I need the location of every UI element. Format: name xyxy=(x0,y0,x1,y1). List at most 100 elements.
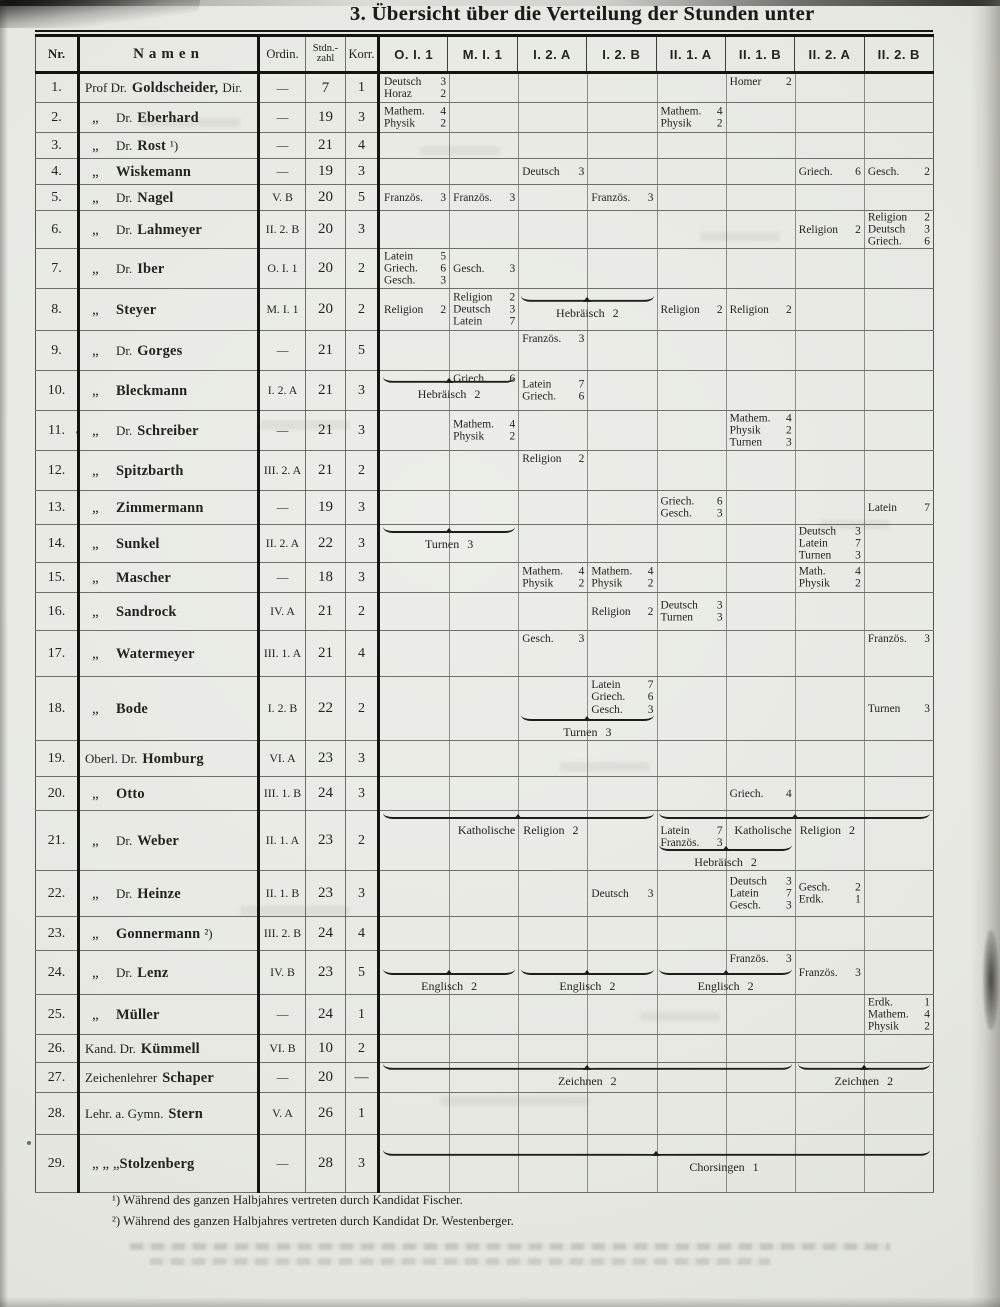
subject-name: Französ. xyxy=(729,953,769,965)
stundenzahl-cell: 21 xyxy=(305,370,346,411)
korrekturen-cell: 3 xyxy=(345,490,380,525)
subject-entry: Erdk. 1 xyxy=(868,996,930,1008)
subject-name: Griech. xyxy=(591,691,626,704)
brace-end-right xyxy=(863,1061,931,1070)
subject-hours: 2 xyxy=(924,165,930,178)
brace-line xyxy=(659,844,792,851)
column-divider xyxy=(794,677,796,740)
column-divider xyxy=(518,103,520,132)
ordinariat-cell: — xyxy=(258,330,306,371)
subject-hours: 2 xyxy=(855,881,861,894)
subject-entry: Gesch. 3 xyxy=(591,704,653,716)
column-divider xyxy=(587,741,589,776)
column-divider xyxy=(587,103,589,132)
teacher-surname: Stern xyxy=(168,1105,203,1122)
column-divider xyxy=(863,249,865,288)
teacher-surname: Sunkel xyxy=(116,535,160,552)
table-row: 14. „ Sunkel II. 2. A 22 3 Deutsch 3 Latein 7 Turn… xyxy=(35,524,934,563)
subject-cell: Griech. 4 xyxy=(726,787,795,799)
class-assignments-cell: Mathem. 4 Physik 2 Mathem. 4 Physik 2 Math. 4 Phys… xyxy=(378,562,934,593)
teacher-name-cell: „ Zimmermann xyxy=(78,490,260,525)
column-divider xyxy=(794,871,796,916)
subject-hours: 3 xyxy=(924,633,930,645)
column-divider xyxy=(518,1135,520,1192)
column-divider xyxy=(863,1063,865,1092)
brace-end-left xyxy=(797,1061,865,1070)
row-number-cell: 8. xyxy=(35,288,80,331)
teacher-surname: Rost xyxy=(137,137,167,154)
korrekturen-cell: 2 xyxy=(345,248,380,289)
subject-name: Gesch. xyxy=(867,165,900,178)
subject-hours: 4 xyxy=(924,1008,930,1021)
table-row: 1. Prof Dr. Goldscheider, Dir. —7 1 Deutsch 3 Ho… xyxy=(35,72,934,103)
brace-line xyxy=(382,812,654,819)
teacher-name-cell: „ Mascher xyxy=(78,562,260,593)
subject-hours: 2 xyxy=(855,223,861,236)
column-divider xyxy=(656,371,658,410)
subject-entry: Mathem. 4 xyxy=(591,565,653,577)
subject-name: Mathem. xyxy=(591,565,633,578)
subject-cell: Gesch. 2 xyxy=(864,165,933,177)
column-divider xyxy=(725,677,727,740)
column-divider xyxy=(449,995,451,1034)
stundenzahl-cell: 23 xyxy=(305,870,346,917)
korrekturen-cell: 3 xyxy=(345,740,380,777)
column-divider xyxy=(863,411,865,450)
column-divider xyxy=(518,411,520,450)
ordinariat-cell: VI. A xyxy=(258,740,306,777)
subject-hours: 6 xyxy=(647,691,654,704)
column-divider xyxy=(656,995,658,1034)
class-grid: Religion 2 Religion 2 Deutsch 3 Griech. 6 xyxy=(380,211,933,248)
class-assignments-cell: Griech. 6 Gesch. 3 Latein 7 xyxy=(378,490,934,525)
brace-end-left xyxy=(382,1061,590,1070)
subject-entry: Deutsch 3 xyxy=(384,76,446,88)
stundenzahl-cell: 19 xyxy=(305,490,346,525)
column-divider xyxy=(587,995,589,1034)
column-divider xyxy=(587,777,589,810)
subject-hours: 2 xyxy=(440,303,447,316)
subject-name: Gesch. xyxy=(660,507,692,520)
class-assignments-cell: Mathem. 4 Physik 2 Mathem. 4 Physik 2 Turnen 3 xyxy=(378,410,934,451)
row-number-cell: 14. xyxy=(35,524,80,563)
class-assignments-cell: Erdk. 1 Mathem. 4 Physik 2 xyxy=(378,994,934,1035)
teacher-name-cell: „ Otto xyxy=(78,776,260,811)
column-divider xyxy=(449,593,451,630)
ink-smudge xyxy=(983,930,999,1030)
column-divider xyxy=(449,491,451,524)
column-divider xyxy=(518,211,520,248)
table-row: 25. „ Müller —24 1 Erdk. 1 Mathem. 4 Physik 2 xyxy=(35,994,934,1035)
subject-hours: 6 xyxy=(855,165,861,178)
brace-span: Turnen 3 xyxy=(382,526,516,552)
subject-name: Mathem. xyxy=(660,105,702,118)
column-divider xyxy=(518,593,520,630)
column-divider xyxy=(863,563,865,592)
brace-label: Hebräisch 2 xyxy=(417,386,481,401)
ditto-mark: „ „ „ xyxy=(92,1155,120,1172)
column-divider xyxy=(449,917,451,950)
column-divider xyxy=(587,371,589,410)
stundenzahl-cell: 20 xyxy=(305,288,346,331)
ordinariat-cell: IV. B xyxy=(258,950,306,995)
column-divider xyxy=(518,1093,520,1134)
column-divider xyxy=(794,491,796,524)
subject-entry: Latein 5 xyxy=(384,250,446,262)
column-divider xyxy=(863,525,865,562)
subject-name: Physik xyxy=(867,1020,899,1033)
subject-cell: Religion 2 xyxy=(657,303,726,315)
teacher-name-cell: „ Spitzbarth xyxy=(78,450,260,491)
subject-entry: Französ. 3 xyxy=(384,191,446,203)
subject-name: Deutsch xyxy=(729,874,767,887)
subject-name: Physik xyxy=(798,577,830,590)
ditto-mark: „ xyxy=(92,964,99,981)
scan-edge-top xyxy=(0,0,1000,6)
teacher-surname: Eberhard xyxy=(137,109,199,126)
column-divider xyxy=(587,811,589,870)
subject-entry: Mathem. 4 xyxy=(868,1008,930,1020)
class-grid: Französ. 3 Französ. 3 Französ. 3 xyxy=(380,185,933,210)
ordinariat-cell: VI. B xyxy=(258,1034,306,1063)
column-divider xyxy=(587,289,589,330)
subject-cell: Französ. 3 xyxy=(449,191,518,203)
subject-name: Französ. xyxy=(591,191,631,204)
subject-name: Griech. xyxy=(729,787,764,800)
subject-entry: Französ. 3 xyxy=(453,191,515,203)
